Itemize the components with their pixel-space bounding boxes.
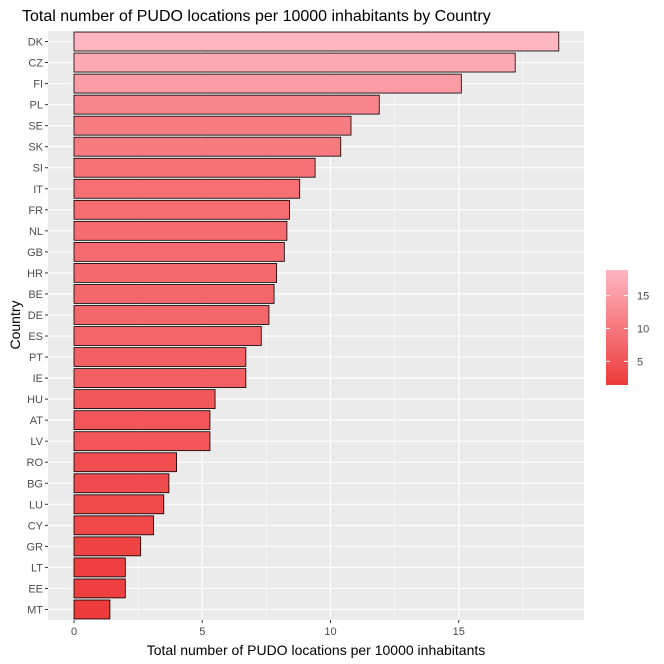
x-tick-label: 0 bbox=[71, 626, 77, 638]
y-tick-label: FI bbox=[33, 79, 43, 91]
bar-be bbox=[73, 284, 275, 304]
y-tick-label: IT bbox=[33, 184, 43, 196]
y-tick-label: RO bbox=[27, 457, 44, 469]
bar-lt bbox=[73, 557, 126, 578]
bar-pt bbox=[73, 347, 247, 367]
y-tick-label: GR bbox=[27, 541, 44, 553]
bar-hu bbox=[73, 389, 216, 409]
y-tick-label: CY bbox=[28, 520, 44, 532]
x-tick-label: 10 bbox=[324, 626, 336, 638]
x-tick-label: 5 bbox=[199, 626, 205, 638]
y-tick-label: AT bbox=[30, 415, 44, 427]
bar-cy bbox=[73, 515, 154, 536]
bar-pl bbox=[73, 94, 380, 115]
y-tick-label: CZ bbox=[28, 58, 43, 70]
y-tick-label: LT bbox=[31, 562, 43, 574]
bar-lu bbox=[73, 494, 165, 515]
bar-at bbox=[73, 410, 211, 431]
legend-label: 15 bbox=[637, 291, 649, 303]
bar-lv bbox=[73, 431, 211, 452]
bar-se bbox=[73, 115, 352, 136]
bars bbox=[73, 31, 560, 620]
bar-ro bbox=[73, 452, 177, 473]
x-tick-label: 15 bbox=[453, 626, 465, 638]
bar-si bbox=[73, 157, 316, 178]
bar-nl bbox=[73, 220, 288, 241]
bar-de bbox=[73, 305, 270, 325]
x-tick-labels: 0 5 10 15 bbox=[71, 620, 465, 638]
y-tick-label: MT bbox=[27, 604, 43, 616]
bar-fr bbox=[73, 199, 290, 220]
y-tick-label: HR bbox=[27, 268, 43, 280]
y-tick-label: SK bbox=[28, 142, 43, 154]
bar-ie bbox=[73, 368, 247, 388]
chart-title: Total number of PUDO locations per 10000… bbox=[22, 8, 491, 25]
y-tick-label: HU bbox=[27, 394, 43, 406]
y-tick-label: FR bbox=[28, 205, 43, 217]
bar-sk bbox=[73, 136, 342, 157]
bar-gr bbox=[73, 536, 142, 557]
bar-fi bbox=[73, 73, 462, 94]
y-tick-label: PT bbox=[29, 352, 43, 364]
y-tick-labels: DK CZ FI PL SE SK SI IT FR NL GB HR BE DE ES PT IE HU AT LV… bbox=[27, 37, 48, 616]
color-legend: 5 10 15 bbox=[606, 270, 649, 385]
bar-dk bbox=[73, 31, 560, 52]
y-tick-label: LU bbox=[29, 499, 43, 511]
y-tick-label: SE bbox=[28, 121, 43, 133]
bar-gb bbox=[73, 242, 285, 262]
bar-mt bbox=[73, 599, 111, 620]
y-tick-label: EE bbox=[28, 583, 43, 595]
legend-label: 10 bbox=[637, 323, 649, 335]
bar-cz bbox=[73, 52, 516, 73]
y-tick-label: BG bbox=[27, 478, 43, 490]
y-tick-label: BE bbox=[28, 289, 43, 301]
y-axis-title: Country bbox=[7, 300, 23, 349]
y-tick-label: PL bbox=[30, 100, 43, 112]
y-tick-label: GB bbox=[27, 247, 43, 259]
bar-it bbox=[73, 178, 301, 199]
y-tick-label: DK bbox=[28, 37, 44, 49]
y-tick-label: LV bbox=[30, 436, 43, 448]
y-tick-label: ES bbox=[28, 331, 43, 343]
y-tick-label: DE bbox=[28, 310, 43, 322]
y-tick-label: NL bbox=[29, 226, 43, 238]
legend-label: 5 bbox=[637, 356, 643, 368]
y-tick-label: SI bbox=[33, 163, 43, 175]
bar-hr bbox=[73, 263, 278, 283]
legend-color-bar bbox=[606, 270, 628, 385]
bar-es bbox=[73, 326, 262, 346]
bar-ee bbox=[73, 578, 126, 599]
y-tick-label: IE bbox=[33, 373, 43, 385]
x-axis-title: Total number of PUDO locations per 10000… bbox=[147, 642, 486, 658]
bar-bg bbox=[73, 473, 170, 494]
